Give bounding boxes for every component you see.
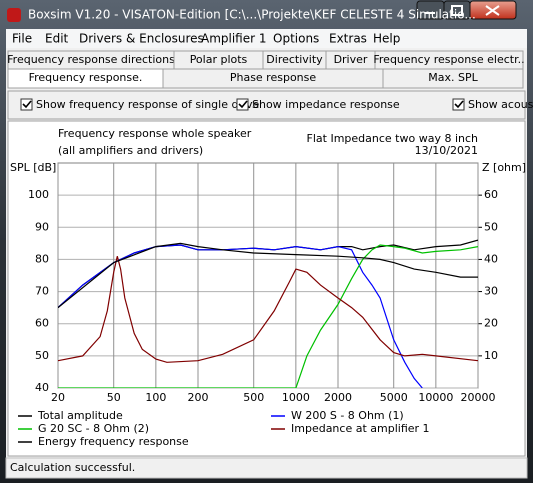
tab-label[interactable]: Frequency response.: [29, 71, 143, 84]
y-tick-label: 40: [35, 381, 49, 394]
y2-axis-label: Z [ohm]: [482, 161, 526, 174]
annotation: 13/10/2021: [415, 144, 478, 157]
legend-label: Total amplitude: [37, 409, 123, 422]
legend-label: Energy frequency response: [38, 435, 189, 448]
title-buttons: [416, 0, 517, 20]
x-tick-label: 500: [243, 391, 264, 404]
x-tick-label: 1000: [282, 391, 310, 404]
status-bar: [5, 457, 528, 479]
y-tick-label: 50: [35, 349, 49, 362]
tab-label[interactable]: Frequency response electr..: [373, 53, 524, 66]
tab-label[interactable]: Directivity: [266, 53, 323, 66]
x-tick-label: 2000: [324, 391, 352, 404]
legend-label: W 200 S - 8 Ohm (1): [291, 409, 404, 422]
chart-title: Frequency response whole speaker: [58, 127, 252, 140]
annotation: Flat Impedance two way 8 inch: [307, 132, 479, 145]
button-glyphs: [425, 5, 500, 16]
y2-tick-label: 60: [484, 188, 498, 201]
checkmark: [22, 100, 32, 109]
y2-tick-label: 10: [484, 349, 498, 362]
checkbox[interactable]: [452, 98, 465, 111]
tab[interactable]: [382, 68, 524, 89]
menu-bar: [6, 29, 527, 48]
y-tick-label: 70: [35, 285, 49, 298]
checkbox-label[interactable]: Show acous: [468, 98, 533, 111]
menu-item[interactable]: File: [12, 32, 32, 46]
x-tick-label: 50: [107, 391, 121, 404]
plot-area: [57, 162, 479, 389]
y2-tick-label: 20: [484, 317, 498, 330]
checkmark: [454, 100, 464, 109]
menu-item[interactable]: Drivers & Enclosures: [79, 32, 204, 46]
series-line: [58, 244, 478, 388]
x-tick-label: 100: [145, 391, 166, 404]
y-tick-label: 100: [28, 188, 49, 201]
x-tick-label: 20: [51, 391, 65, 404]
menu-item[interactable]: Options: [273, 32, 319, 46]
y-tick-label: 60: [35, 317, 49, 330]
y2-tick-label: 40: [484, 252, 498, 265]
y-tick-label: 80: [35, 252, 49, 265]
series-line: [58, 244, 423, 388]
tab-label[interactable]: Frequency response directions: [7, 53, 175, 66]
options-panel: [7, 90, 526, 120]
checkbox-label[interactable]: Show frequency response of single drive: [36, 98, 260, 111]
status-text: Calculation successful.: [10, 461, 135, 474]
menu-item[interactable]: Amplifier 1: [201, 32, 267, 46]
y-tick-label: 90: [35, 220, 49, 233]
menu-item[interactable]: Extras: [329, 32, 367, 46]
tab-label[interactable]: Phase response: [230, 71, 317, 84]
window-title: Boxsim V1.20 - VISATON-Edition [C:\...\P…: [28, 8, 476, 22]
checkmark: [238, 100, 248, 109]
checkbox[interactable]: [20, 98, 33, 111]
legend-label: Impedance at amplifier 1: [291, 422, 430, 435]
chart-subtitle: (all amplifiers and drivers): [58, 144, 203, 157]
checkbox[interactable]: [236, 98, 249, 111]
menu-item[interactable]: Help: [373, 32, 400, 46]
tab-label[interactable]: Driver: [334, 53, 368, 66]
x-tick-label: 10000: [418, 391, 453, 404]
y2-tick-label: 30: [484, 285, 498, 298]
x-tick-label: 5000: [380, 391, 408, 404]
checkbox-label[interactable]: Show impedance response: [252, 98, 400, 111]
x-tick-label: 20000: [461, 391, 496, 404]
y-axis-label: SPL [dB]: [10, 161, 56, 174]
tab-label[interactable]: Max. SPL: [428, 71, 478, 84]
y2-tick-label: 50: [484, 220, 498, 233]
legend-label: G 20 SC - 8 Ohm (2): [38, 422, 149, 435]
app-icon: [7, 8, 21, 22]
series-line: [58, 242, 478, 309]
x-tick-label: 200: [188, 391, 209, 404]
tab-label[interactable]: Polar plots: [190, 53, 248, 66]
menu-item[interactable]: Edit: [45, 32, 69, 46]
